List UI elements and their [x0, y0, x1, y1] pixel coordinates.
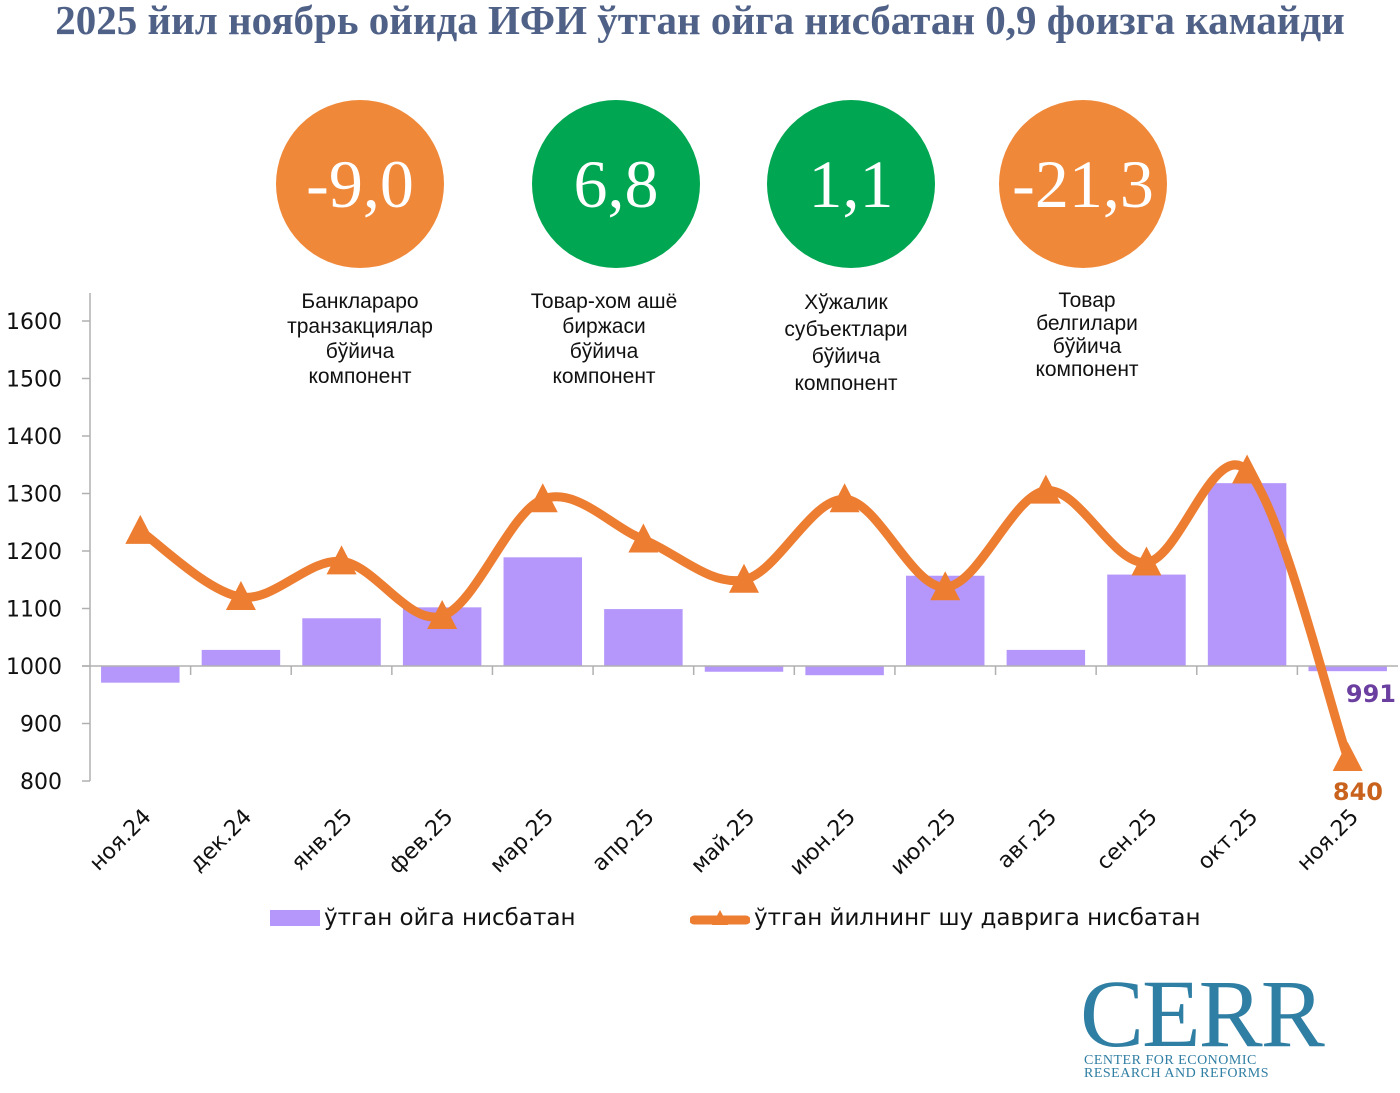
line-marker-triangle [527, 483, 558, 513]
line-marker-triangle [427, 599, 458, 629]
line-marker-triangle [1332, 742, 1363, 771]
line-marker-triangle [1232, 454, 1263, 484]
bar [503, 557, 583, 666]
x-tick-label: июл.25 [886, 805, 962, 881]
label-line: компонент [308, 365, 412, 388]
x-tick-label: дек.24 [185, 805, 257, 877]
component-circle-commodity-exchange: 6,8 [532, 100, 700, 268]
legend-item-line: ўтган йилнинг шу даврига нисбатан [690, 905, 1201, 931]
label-line: компонент [794, 372, 898, 395]
component-value: 1,1 [808, 145, 894, 222]
y-tick-label: 800 [20, 770, 62, 795]
x-tick-label: фев.25 [384, 805, 458, 879]
label-line: бўйича [1052, 335, 1122, 358]
label-line: субъектлари [784, 318, 908, 341]
bar [1308, 666, 1387, 672]
x-tick-label: июн.25 [785, 805, 861, 881]
component-circle-trademarks: -21,3 [999, 100, 1167, 268]
line-marker-triangle [225, 581, 256, 610]
label-line: Хўжалик [804, 291, 888, 314]
label-line: биржаси [562, 315, 646, 338]
line-marker-triangle [1131, 546, 1162, 576]
component-label-commodity-exchange: Товар-хом ашё биржаси бўйича компонент [494, 289, 714, 389]
y-tick-label: 900 [20, 713, 62, 738]
y-tick-label: 1600 [6, 310, 62, 335]
y-tick-label: 1200 [6, 540, 62, 565]
label-line: Товар-хом ашё [530, 290, 678, 313]
data-label: 991 [1346, 680, 1396, 708]
line-marker-triangle [326, 545, 357, 575]
page-title: 2025 йил ноябрь ойида ИФИ ўтган ойга нис… [55, 0, 1345, 43]
bar [1107, 574, 1186, 666]
logo-line-2: RESEARCH AND REFORMS [1084, 1066, 1270, 1081]
x-tick-label: май.25 [686, 805, 760, 879]
label-line: транзакциялар [287, 315, 433, 338]
data-labels: 991 840 [1333, 680, 1396, 806]
label-line: Банклараро [301, 290, 419, 313]
line-marker-triangle [729, 563, 759, 593]
legend-bar-swatch-icon [270, 910, 320, 926]
label-line: бўйича [569, 340, 639, 363]
y-tick-label: 1100 [6, 598, 62, 623]
legend-line-label: ўтган йилнинг шу даврига нисбатан [754, 905, 1201, 931]
bar [101, 666, 180, 683]
bar [604, 609, 683, 666]
legend-bar-label: ўтган ойга нисбатан [324, 905, 576, 931]
component-label-business-entities: Хўжалик субъектлари бўйича компонент [736, 289, 956, 397]
x-tick-label: ноя.25 [1292, 805, 1363, 876]
y-tick-label: 1300 [6, 483, 62, 508]
label-line: бўйича [811, 345, 881, 368]
data-label: 840 [1333, 778, 1383, 806]
line-path [135, 460, 1353, 763]
x-tick-label: мар.25 [485, 805, 559, 879]
x-axis: ноя.24 дек.24 янв.25 фев.25 мар.25 апр.25 май.… [82, 665, 1398, 881]
legend-line-swatch-icon [690, 910, 750, 925]
component-value: 6,8 [573, 145, 659, 222]
y-axis: 800 900 1000 1100 1200 1300 1400 1500 1600 [6, 293, 91, 795]
component-value: -9,0 [306, 145, 414, 222]
label-line: Товар [1058, 289, 1116, 312]
x-tick-label: сен.25 [1092, 805, 1163, 876]
line-series [125, 454, 1363, 771]
line-marker-triangle [930, 571, 961, 601]
x-tick-label: окт.25 [1193, 805, 1263, 875]
component-circle-business-entities: 1,1 [767, 100, 935, 268]
y-tick-label: 1400 [6, 425, 62, 450]
label-line: бўйича [325, 340, 395, 363]
line-marker-triangle [125, 514, 156, 544]
legend-item-bar: ўтган ойга нисбатан [270, 905, 575, 931]
x-tick-label: янв.25 [287, 805, 358, 876]
label-line: белгилари [1036, 312, 1138, 335]
cerr-logo: CERR CENTER FOR ECONOMIC RESEARCH AND RE… [1080, 966, 1380, 1082]
component-label-interbank: Банклараро транзакциялар бўйича компонен… [250, 289, 470, 389]
bar-series [101, 483, 1387, 683]
line-marker-triangle [1030, 474, 1061, 504]
logo-wordmark: CERR [1080, 960, 1325, 1067]
logo-line-1: CENTER FOR ECONOMIC [1084, 1053, 1257, 1068]
bar [201, 649, 281, 666]
bar [302, 618, 381, 666]
component-value: -21,3 [1012, 145, 1154, 222]
bar [805, 666, 884, 676]
x-tick-label: ноя.24 [85, 805, 156, 876]
x-tick-label: апр.25 [588, 805, 660, 877]
bar [1006, 649, 1086, 666]
y-tick-label: 1000 [6, 655, 62, 680]
line-marker-triangle [829, 483, 860, 513]
y-tick-label: 1500 [6, 368, 62, 393]
label-line: компонент [1035, 358, 1139, 381]
label-line: компонент [552, 365, 656, 388]
component-label-trademarks: Товар белгилари бўйича компонент [977, 289, 1197, 381]
line-marker-triangle [628, 523, 659, 553]
bar [704, 666, 784, 672]
x-tick-label: авг.25 [993, 805, 1062, 874]
component-circle-interbank: -9,0 [276, 100, 444, 268]
